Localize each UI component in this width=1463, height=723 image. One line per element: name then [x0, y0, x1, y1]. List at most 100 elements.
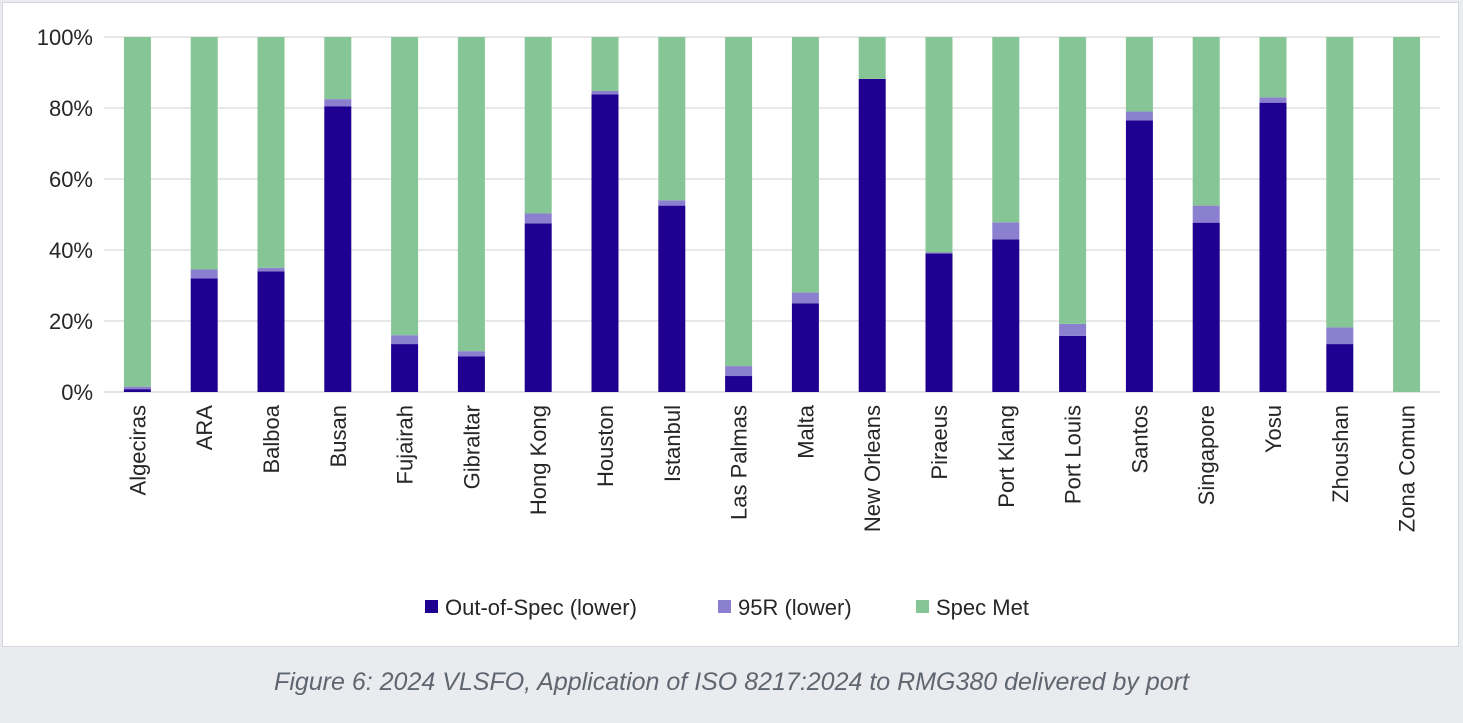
y-axis-tick-labels: 0% 20% 40% 60% 80% 100%	[37, 25, 93, 405]
legend-item: Out-of-Spec (lower)	[425, 595, 637, 620]
bar-segment-out-of-spec-lower	[591, 94, 619, 392]
bar-segment-spec-met	[1259, 37, 1287, 98]
bar-segment-95r-lower	[992, 222, 1020, 240]
bar-segment-95r-lower	[1125, 111, 1153, 121]
bar-segment-95r-lower	[925, 252, 953, 254]
bar-stack-singapore	[1192, 37, 1220, 392]
x-tick-label: Balboa	[259, 404, 284, 473]
bar-segment-out-of-spec-lower	[324, 106, 352, 392]
stacked-bar-chart: 0% 20% 40% 60% 80% 100% Algeciras ARA Balboa Bus…	[37, 25, 1440, 620]
bar-segment-out-of-spec-lower	[1059, 335, 1087, 392]
figure-caption: Figure 6: 2024 VLSFO, Application of ISO…	[274, 668, 1189, 696]
bar-stack-balboa	[257, 37, 285, 392]
bar-segment-95r-lower	[1059, 323, 1087, 336]
x-tick-label: Fujairah	[393, 405, 418, 484]
bar-segment-spec-met	[257, 37, 285, 268]
bar-segment-spec-met	[1125, 37, 1153, 112]
x-tick-label: Zhoushan	[1328, 405, 1353, 503]
legend-swatch	[916, 600, 929, 613]
bar-segment-spec-met	[190, 37, 218, 270]
bar-segment-out-of-spec-lower	[190, 278, 218, 392]
legend-swatch	[425, 600, 438, 613]
bar-segment-out-of-spec-lower	[123, 389, 151, 392]
bar-segment-95r-lower	[658, 200, 686, 206]
x-tick-label: Zona Comun	[1395, 405, 1420, 532]
bar-stack-houston	[591, 37, 619, 392]
bar-segment-spec-met	[791, 37, 819, 293]
bar-segment-95r-lower	[190, 269, 218, 279]
bar-segment-spec-met	[591, 37, 619, 91]
bar-stack-port-klang	[992, 37, 1020, 392]
bar-stack-zhoushan	[1326, 37, 1354, 392]
bar-segment-out-of-spec-lower	[925, 253, 953, 392]
bar-segment-out-of-spec-lower	[257, 271, 285, 392]
bar-segment-out-of-spec-lower	[524, 223, 552, 392]
legend-item: Spec Met	[916, 595, 1029, 620]
bar-segment-out-of-spec-lower	[457, 356, 485, 392]
legend-label: Spec Met	[936, 595, 1029, 620]
bar-segment-95r-lower	[791, 292, 819, 304]
legend: Out-of-Spec (lower) 95R (lower) Spec Met	[425, 595, 1029, 620]
bar-segment-spec-met	[725, 37, 753, 367]
bar-stack-malta	[791, 37, 819, 392]
x-tick-label: Istanbul	[660, 405, 685, 482]
bar-segment-out-of-spec-lower	[1326, 344, 1354, 392]
bar-stack-port-louis	[1059, 37, 1087, 392]
bar-segment-spec-met	[992, 37, 1020, 223]
bar-segment-spec-met	[1326, 37, 1354, 328]
bar-segment-spec-met	[123, 37, 151, 387]
x-axis-tick-labels: Algeciras ARA Balboa Busan Fujairah Gibraltar…	[125, 404, 1419, 532]
x-tick-label: New Orleans	[860, 405, 885, 532]
bar-segment-spec-met	[1059, 37, 1087, 324]
bar-segment-out-of-spec-lower	[1125, 120, 1153, 393]
bar-stack-yosu	[1259, 37, 1287, 393]
bar-segment-spec-met	[925, 37, 953, 253]
bar-segment-out-of-spec-lower	[858, 78, 886, 392]
y-tick-label: 20%	[49, 309, 93, 334]
bar-segment-spec-met	[324, 37, 352, 100]
bar-segment-95r-lower	[725, 366, 753, 377]
bar-segment-95r-lower	[1326, 327, 1354, 345]
bar-stack-piraeus	[925, 37, 953, 392]
legend-item: 95R (lower)	[718, 595, 852, 620]
bar-segment-spec-met	[1192, 37, 1220, 206]
bar-segment-out-of-spec-lower	[658, 205, 686, 392]
y-tick-label: 80%	[49, 96, 93, 121]
bars	[123, 37, 1421, 393]
x-tick-label: Houston	[593, 405, 618, 487]
x-tick-label: Santos	[1127, 405, 1152, 474]
x-tick-label: Yosu	[1261, 405, 1286, 453]
bar-stack-hong-kong	[524, 37, 552, 392]
bar-stack-gibraltar	[457, 37, 485, 392]
bar-segment-95r-lower	[391, 335, 419, 345]
y-tick-label: 60%	[49, 167, 93, 192]
bar-segment-out-of-spec-lower	[1259, 102, 1287, 393]
bar-segment-spec-met	[658, 37, 686, 201]
legend-swatch	[718, 600, 731, 613]
bar-segment-out-of-spec-lower	[791, 303, 819, 392]
x-tick-label: Piraeus	[927, 405, 952, 480]
x-tick-label: Algeciras	[125, 405, 150, 495]
y-tick-label: 0%	[61, 380, 93, 405]
gridlines	[104, 36, 1440, 393]
x-tick-label: Hong Kong	[526, 405, 551, 515]
bar-segment-95r-lower	[324, 99, 352, 107]
bar-segment-95r-lower	[457, 351, 485, 357]
bar-stack-santos	[1125, 37, 1153, 393]
bar-segment-spec-met	[457, 37, 485, 352]
bar-segment-spec-met	[858, 37, 886, 79]
bar-segment-spec-met	[1393, 37, 1421, 392]
bar-segment-out-of-spec-lower	[1192, 222, 1220, 392]
y-tick-label: 40%	[49, 238, 93, 263]
bar-stack-ara	[190, 37, 218, 392]
x-tick-label: ARA	[192, 405, 217, 451]
bar-stack-algeciras	[123, 37, 151, 392]
bar-stack-new-orleans	[858, 37, 886, 392]
bar-segment-spec-met	[391, 37, 419, 336]
bar-stack-istanbul	[658, 37, 686, 392]
x-tick-label: Port Louis	[1061, 405, 1086, 504]
x-tick-label: Singapore	[1194, 405, 1219, 505]
bar-stack-fujairah	[391, 37, 419, 392]
bar-segment-out-of-spec-lower	[992, 239, 1020, 392]
x-tick-label: Gibraltar	[459, 405, 484, 489]
